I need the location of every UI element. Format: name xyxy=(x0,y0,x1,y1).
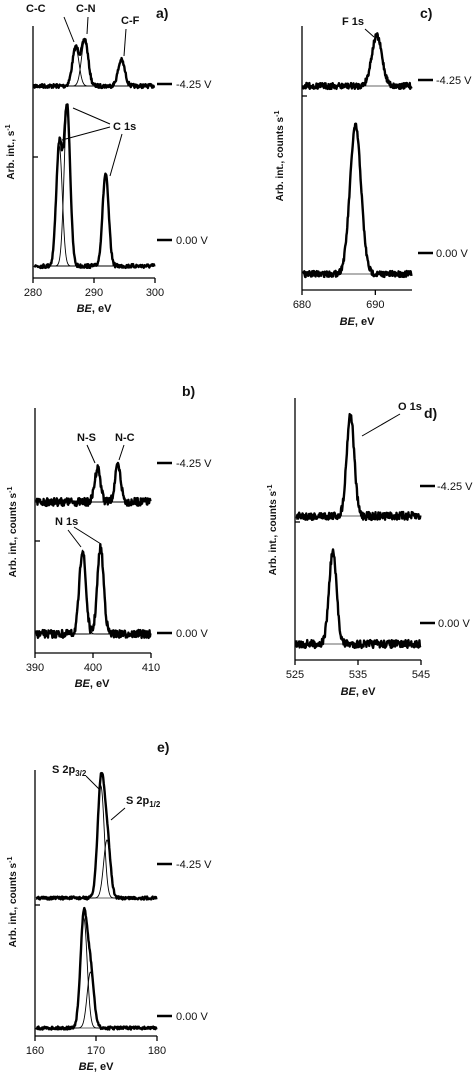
x-tick-label: 180 xyxy=(148,1045,166,1057)
fit-component-line xyxy=(34,106,155,267)
x-ticks-b: 390 400 410 xyxy=(26,653,160,674)
fit-component-line xyxy=(34,59,155,87)
voltage-label-a-bottom: 0.00 V xyxy=(176,235,208,247)
panel-label-b: b) xyxy=(182,383,195,399)
peak-label-nc: N-C xyxy=(115,432,135,444)
x-tick-label: 170 xyxy=(87,1045,105,1057)
peak-label-cn: C-N xyxy=(76,3,96,15)
x-tick-label: 410 xyxy=(142,662,160,674)
voltage-label-d-top: -4.25 V xyxy=(437,481,473,493)
x-axis-title-a: BE, eV xyxy=(77,303,113,315)
fit-component-line xyxy=(34,39,155,87)
x-tick-label: 690 xyxy=(366,299,384,311)
x-ticks-e: 160 170 180 xyxy=(26,1036,166,1057)
x-ticks-d: 525 535 545 xyxy=(286,660,430,681)
annotation-arrow-c xyxy=(364,28,375,38)
panel-label-a: a) xyxy=(156,5,168,21)
panel-label-e: e) xyxy=(157,739,169,755)
annotation-arrow-e2 xyxy=(110,807,126,821)
x-ticks-a: 280 290 300 xyxy=(24,278,164,299)
panel-e: e) 160 170 180 BE, eV Arb. int., counts s-… xyxy=(7,739,212,1073)
peak-label-ns: N-S xyxy=(77,432,96,444)
spectrum-line xyxy=(35,771,158,901)
panel-label-c: c) xyxy=(420,5,432,21)
x-tick-label: 525 xyxy=(286,669,304,681)
y-axis-title-d: Arb. int., counts s-1 xyxy=(267,485,279,576)
voltage-label-c-top: -4.25 V xyxy=(436,75,472,87)
spectra-b xyxy=(34,461,152,640)
x-tick-label: 535 xyxy=(349,669,367,681)
spectra-e xyxy=(35,771,158,1031)
voltage-label-c-bottom: 0.00 V xyxy=(436,248,468,260)
y-axis-title-c: Arb. int., counts s-1 xyxy=(274,111,286,202)
x-tick-label: 290 xyxy=(85,287,103,299)
voltage-label-a-top: -4.25 V xyxy=(176,79,212,91)
spectra-c xyxy=(301,32,413,279)
voltage-label-b-bottom: 0.00 V xyxy=(176,628,208,640)
annotation-arrow-d xyxy=(361,413,401,437)
fit-component-line xyxy=(34,47,155,87)
annotation-arrow-e1 xyxy=(85,775,100,790)
peak-label-s2p12: S 2p1/2 xyxy=(126,795,161,809)
spectrum-line xyxy=(33,37,156,90)
spectrum-line xyxy=(35,461,152,508)
peak-label-c1s: C 1s xyxy=(113,121,136,133)
spectra-a xyxy=(33,37,156,270)
panel-d: d) 525 535 545 BE, eV Arb. int., counts s-… xyxy=(267,398,473,698)
spectra-d xyxy=(295,412,422,650)
voltage-label-b-top: -4.25 V xyxy=(176,458,212,470)
voltage-label-e-bottom: 0.00 V xyxy=(176,1011,208,1023)
spectrum-line xyxy=(34,543,152,640)
x-tick-label: 680 xyxy=(293,299,311,311)
peak-label-s2p32: S 2p3/2 xyxy=(52,764,87,778)
peak-label-f1s: F 1s xyxy=(342,16,364,28)
y-axis-title-b: Arb. int., counts s-1 xyxy=(7,487,19,578)
x-ticks-c: 680 690 xyxy=(293,290,385,311)
annotation-arrows-a xyxy=(61,16,127,177)
panel-c: c) 680 690 BE, eV Arb. int., counts s-1 -… xyxy=(274,5,472,328)
annotation-arrows-b xyxy=(67,444,125,548)
x-tick-label: 280 xyxy=(24,287,42,299)
x-tick-label: 545 xyxy=(412,669,430,681)
peak-label-n1s: N 1s xyxy=(55,516,78,528)
peak-label-cf: C-F xyxy=(121,15,140,27)
spectrum-line xyxy=(35,906,158,1031)
x-tick-label: 160 xyxy=(26,1045,44,1057)
spectrum-line xyxy=(33,103,156,270)
panel-a: a) 280 290 300 BE, eV Arb. int., s-1 -4.25… xyxy=(5,3,212,315)
x-axis-title-c: BE, eV xyxy=(340,316,376,328)
x-tick-label: 390 xyxy=(26,662,44,674)
voltage-label-d-bottom: 0.00 V xyxy=(438,618,470,630)
spectrum-line xyxy=(301,122,413,279)
x-axis-title-d: BE, eV xyxy=(341,686,377,698)
y-axis-title-e: Arb. int., counts s-1 xyxy=(7,857,19,948)
x-axis-title-b: BE, eV xyxy=(75,678,111,690)
voltage-label-e-top: -4.25 V xyxy=(176,859,212,871)
spectrum-line xyxy=(295,548,422,650)
panel-b: b) 390 400 410 BE, eV Arb. int., counts s-… xyxy=(7,383,212,690)
x-axis-title-e: BE, eV xyxy=(79,1061,115,1073)
spectrum-line xyxy=(301,32,413,91)
panel-label-d: d) xyxy=(424,405,437,421)
x-tick-label: 400 xyxy=(84,662,102,674)
spectrum-line xyxy=(295,412,422,522)
peak-label-o1s: O 1s xyxy=(398,401,422,413)
y-axis-title-a: Arb. int., s-1 xyxy=(5,124,17,179)
peak-label-cc: C-C xyxy=(26,3,46,15)
x-tick-label: 300 xyxy=(146,287,164,299)
